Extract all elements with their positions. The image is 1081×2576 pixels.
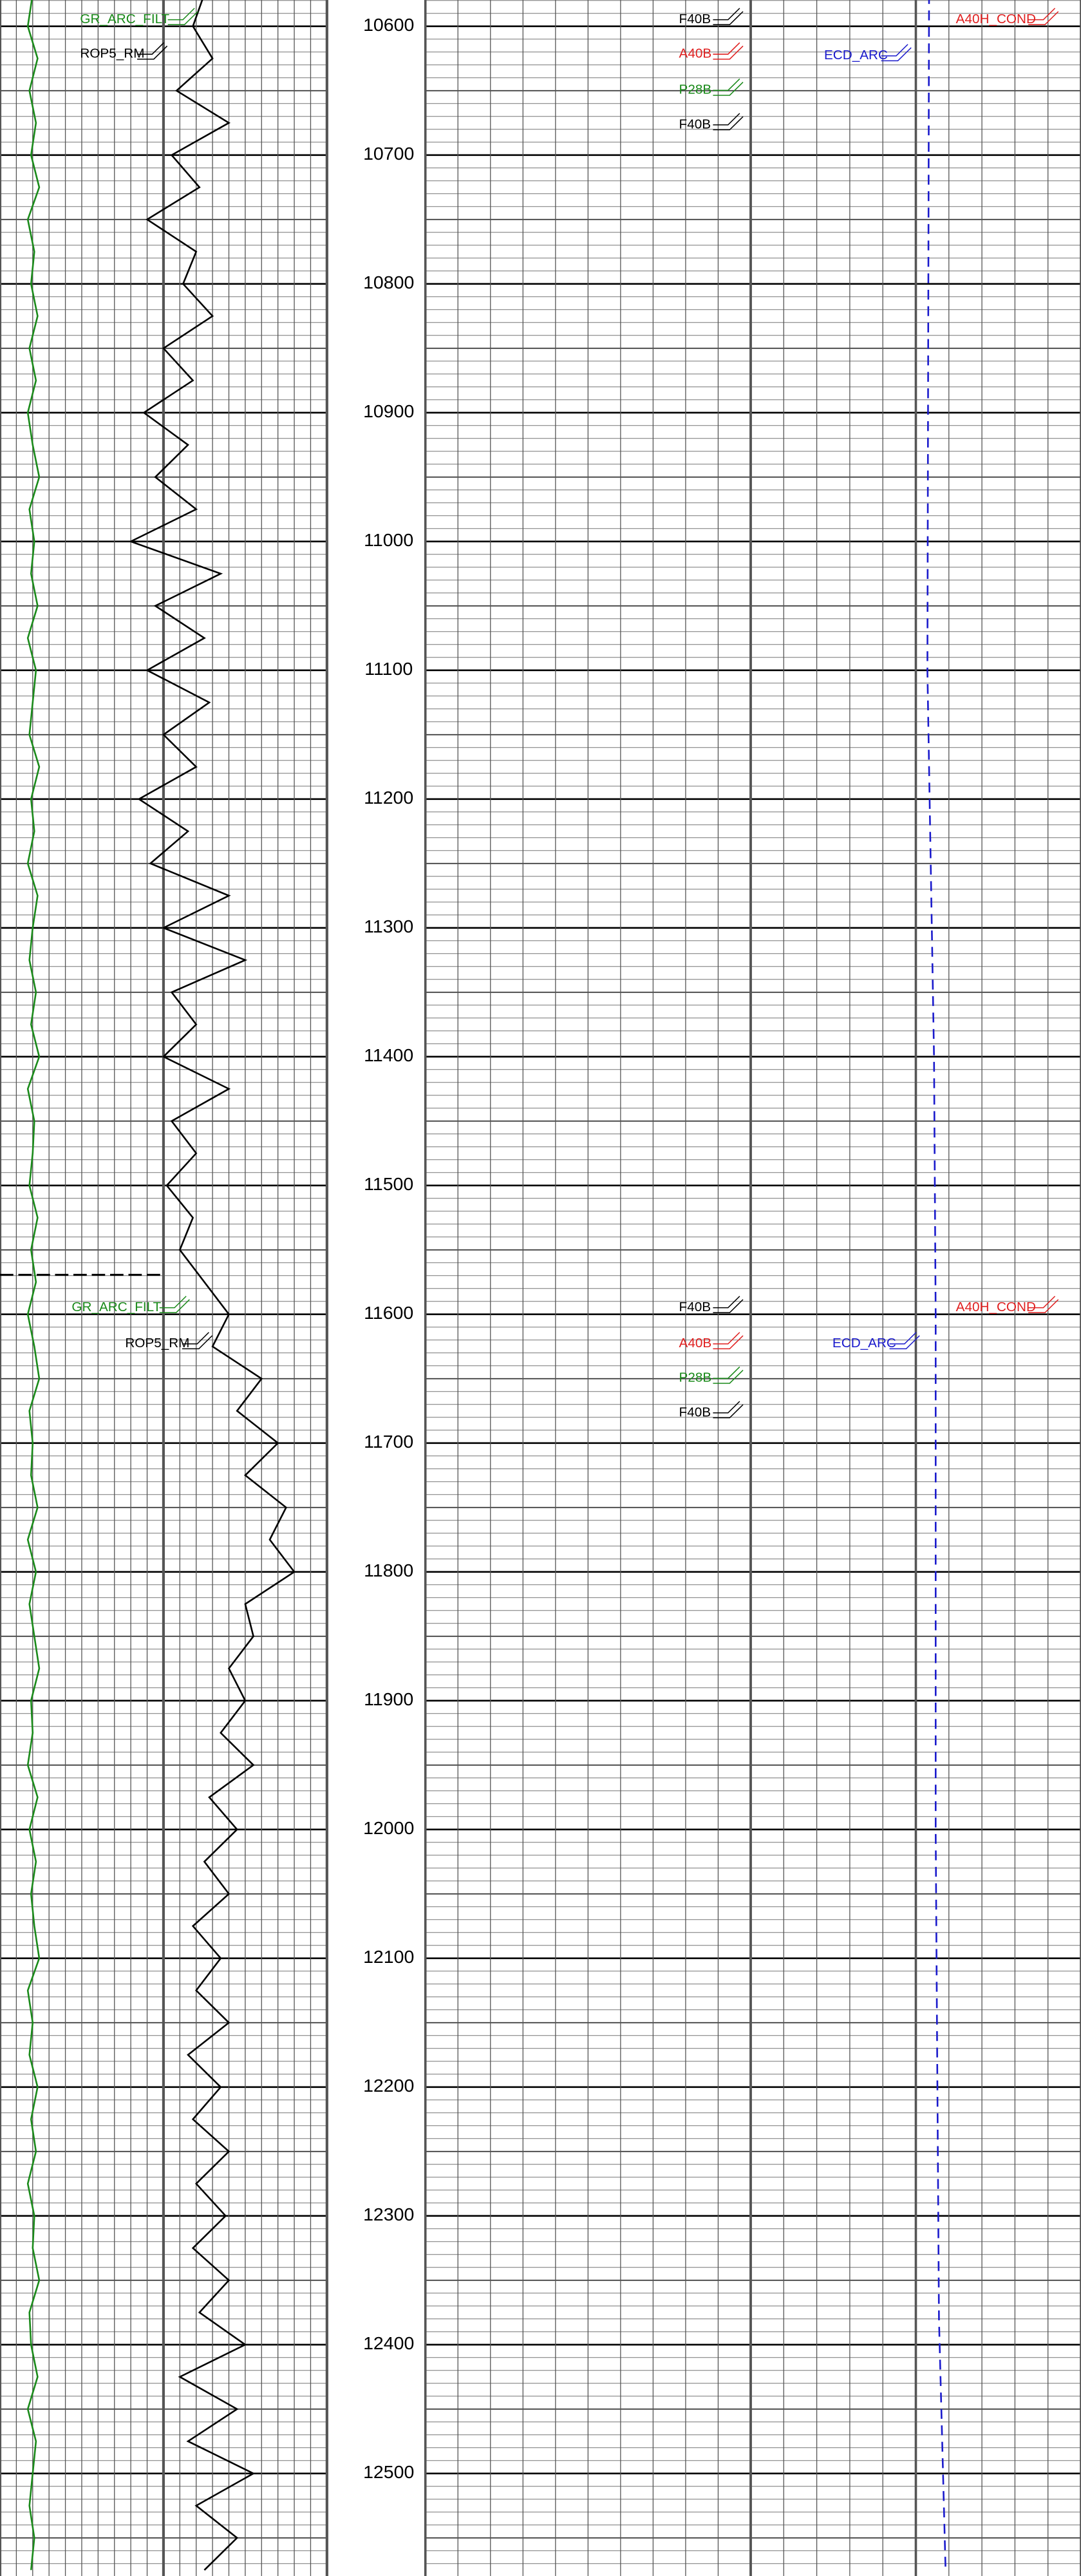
depth-label: 11800 (364, 1560, 413, 1580)
depth-label: 11300 (364, 916, 413, 936)
header-arrow (713, 78, 744, 96)
header-arrow (713, 1401, 744, 1419)
header-arrow (713, 1366, 744, 1384)
depth-label: 11000 (364, 529, 413, 550)
depth-label: 12000 (363, 1817, 414, 1838)
curve-header: F40B (679, 1405, 711, 1419)
depth-label: 11400 (364, 1045, 413, 1065)
depth-label: 11100 (364, 658, 413, 679)
log-curve (26, 0, 41, 2570)
header-arrow (1028, 8, 1059, 26)
log-curve (926, 0, 946, 2570)
header-arrow (136, 42, 168, 60)
depth-label: 10900 (363, 401, 414, 421)
header-arrow (167, 8, 198, 26)
depth-label: 11500 (364, 1173, 413, 1194)
curve-header: ROP5_RM (80, 46, 144, 61)
curve-header: GR_ARC_FILT (80, 12, 169, 26)
curve-header: ECD_ARC (824, 48, 888, 62)
curve-header: F40B (679, 117, 711, 131)
curve-header: A40H_COND (956, 1300, 1036, 1314)
curve-header: A40H_COND (956, 12, 1036, 26)
depth-label: 12500 (363, 2461, 414, 2482)
depth-label: 11600 (364, 1302, 413, 1323)
header-arrow (713, 113, 744, 131)
header-arrow (713, 1332, 744, 1350)
depth-label: 10800 (363, 272, 414, 292)
depth-label: 12300 (363, 2204, 414, 2224)
depth-label: 10600 (363, 14, 414, 35)
header-arrow (1028, 1296, 1059, 1314)
curve-header: P28B (679, 1370, 712, 1385)
curve-header: F40B (679, 1300, 711, 1314)
curve-header: P28B (679, 82, 712, 97)
depth-label: 11700 (364, 1431, 413, 1452)
header-arrow (713, 8, 744, 26)
depth-label: 12200 (363, 2075, 414, 2096)
header-arrow (889, 1332, 920, 1350)
depth-label: 11200 (364, 787, 413, 808)
curve-header: ECD_ARC (832, 1336, 896, 1350)
header-arrow (182, 1332, 213, 1350)
depth-label: 12100 (363, 1946, 414, 1967)
curve-header: A40B (679, 46, 712, 61)
curve-header: GR_ARC_FILT (71, 1300, 161, 1314)
log-curve (128, 0, 296, 2571)
curve-header: ROP5_RM (125, 1336, 189, 1350)
header-arrow (159, 1296, 190, 1314)
depth-label: 10700 (363, 143, 414, 164)
depth-label: 12400 (363, 2333, 414, 2353)
header-arrow (713, 1296, 744, 1314)
curve-header: A40B (679, 1336, 712, 1350)
header-arrow (881, 44, 912, 62)
curve-header: F40B (679, 12, 711, 26)
header-arrow (713, 42, 744, 60)
depth-label: 11900 (364, 1689, 413, 1709)
